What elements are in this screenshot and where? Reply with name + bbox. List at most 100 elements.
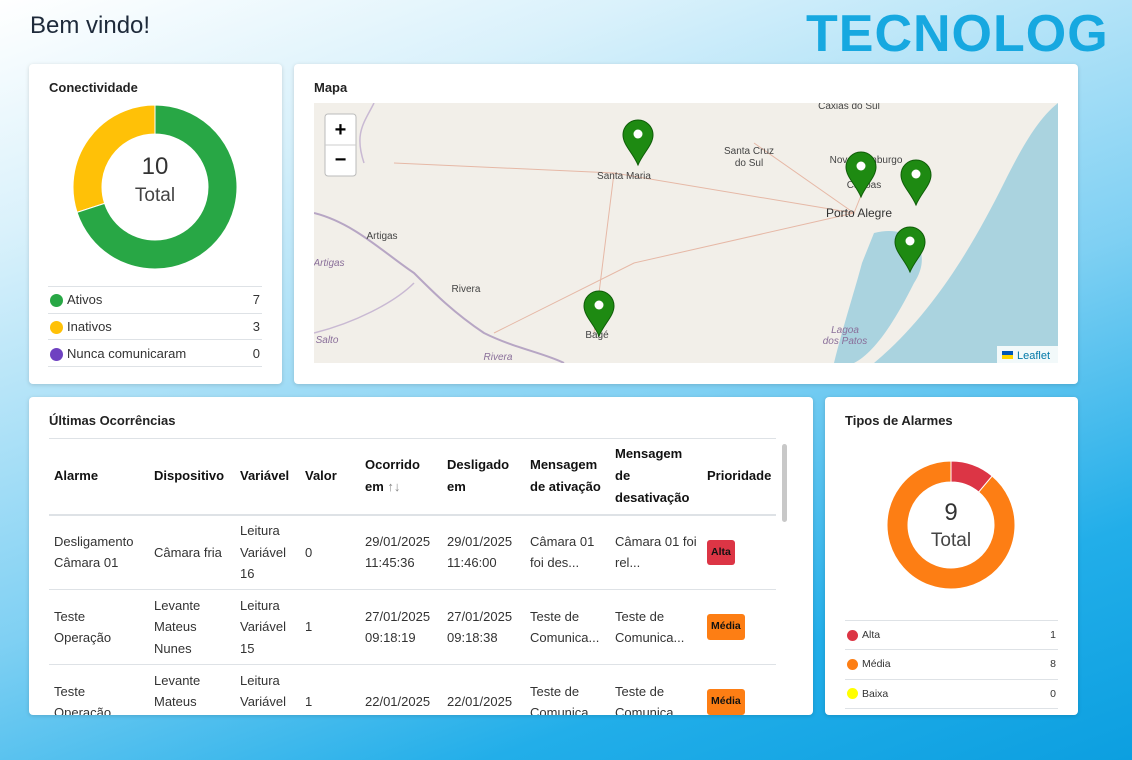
- map-pin: [900, 159, 932, 207]
- donut-chart: 10 Total: [72, 104, 238, 270]
- priority-badge: Alta: [707, 539, 735, 565]
- legend-value: 7: [245, 286, 262, 314]
- map-pin-dot: [594, 300, 604, 310]
- table-cell: Leitura Variável 16: [235, 514, 300, 590]
- map-pin-dot: [856, 161, 866, 171]
- legend-label-cell: Baixa: [845, 678, 1021, 709]
- table-cell: Câmara 01 foi rel...: [610, 514, 702, 590]
- legend-label-cell: Alta: [845, 619, 1021, 650]
- column-header: Alarme: [49, 438, 149, 516]
- zoom-out[interactable]: −: [335, 149, 347, 171]
- map-pin: [622, 119, 654, 167]
- table-cell: 29/01/2025 11:46:00: [442, 514, 525, 590]
- legend-row: Nunca comunicaram 0: [48, 339, 262, 368]
- page-title: Bem vindo!: [30, 12, 151, 39]
- priority-badge: Média: [707, 689, 745, 715]
- column-header[interactable]: Ocorrido em ↑↓: [360, 438, 442, 516]
- donut-total-label: Total: [135, 185, 175, 206]
- alarm-types-card: Tipos de Alarmes 9 Total Alta 1 Média 8 Baix…: [825, 397, 1078, 715]
- place-label: Rivera: [484, 352, 513, 363]
- column-header-text: Ocorrido em: [365, 457, 420, 495]
- legend-dot: [50, 347, 63, 361]
- donut-total: 9: [944, 499, 957, 526]
- table-cell: 22/01/2025: [360, 664, 442, 715]
- legend-label-cell: Média: [845, 649, 1021, 680]
- column-header-text: Variável: [240, 468, 290, 484]
- logo: TECNOLOG: [806, 5, 1109, 63]
- card-title: Últimas Ocorrências: [49, 413, 176, 428]
- table-cell: 27/01/2025 09:18:19: [360, 589, 442, 665]
- table-cell: Câmara fria: [149, 514, 235, 590]
- place-label: Artigas: [314, 258, 345, 269]
- legend-label-cell: Nunca comunicaram: [48, 339, 246, 368]
- place-label: Porto Alegre: [826, 206, 892, 220]
- place-label: Salto: [316, 335, 339, 346]
- column-header: Variável: [235, 438, 300, 516]
- table-cell: Leitura Variável 15: [235, 664, 300, 715]
- column-header-text: Mensagem de desativação: [615, 446, 690, 506]
- map-pin: [583, 290, 615, 338]
- occurrences-table: Alarme Dispositivo Variável Valor Ocorrido e…: [49, 438, 776, 715]
- column-header-text: Dispositivo: [154, 468, 225, 484]
- legend-row: Ativos 7: [48, 286, 262, 314]
- card-title: Mapa: [314, 80, 348, 95]
- table-cell: Levante Mateus Nunes: [149, 589, 235, 665]
- map: Caxias do Sul Santa Cruz do Sul Santa Ma…: [314, 103, 1058, 363]
- place-label: do Sul: [735, 158, 763, 169]
- column-header: Mensagem de desativação: [610, 438, 702, 516]
- map-pin-dot: [905, 236, 915, 246]
- sort-icon[interactable]: ↑↓: [387, 479, 401, 495]
- legend-value: 3: [245, 312, 262, 340]
- legend-label: Alta: [862, 629, 881, 642]
- donut-total: 10: [142, 153, 169, 180]
- legend-dot: [50, 321, 63, 335]
- table-cell: Teste de Comunica...: [525, 589, 610, 665]
- table-cell: Teste de Comunica...: [525, 664, 610, 715]
- place-label: Rivera: [452, 284, 481, 295]
- attribution[interactable]: Leaflet: [1017, 350, 1050, 362]
- legend-label: Baixa: [862, 687, 889, 700]
- legend-dot: [847, 629, 858, 641]
- table-cell: Câmara 01 foi des...: [525, 514, 610, 590]
- scrollbar[interactable]: [782, 444, 787, 522]
- legend-dot: [847, 659, 858, 671]
- legend-row: Alta 1: [845, 619, 1058, 650]
- legend-value: 1: [1020, 619, 1058, 650]
- table-cell: 22/01/2025: [442, 664, 525, 715]
- table-cell: 0: [300, 514, 360, 590]
- border: [314, 212, 565, 363]
- flag: [1002, 355, 1013, 359]
- table-cell: Teste de Comunica...: [610, 664, 702, 715]
- column-header-text: Prioridade: [707, 468, 772, 484]
- place-label: Bagé: [585, 330, 609, 341]
- flag: [1002, 351, 1013, 355]
- legend-label-cell: Ativos: [48, 286, 246, 314]
- pins: [583, 119, 932, 338]
- legend-row: Baixa 0: [845, 678, 1058, 709]
- donut-segment: [76, 104, 238, 270]
- column-header: Prioridade: [702, 438, 776, 516]
- legend-dot: [50, 294, 63, 308]
- map-pin-dot: [911, 169, 921, 179]
- table-cell: 1: [300, 664, 360, 715]
- map-card: Mapa Caxias do Sul Santa Cruz do Sul San…: [294, 64, 1078, 384]
- border: [314, 103, 415, 334]
- column-header: Dispositivo: [149, 438, 235, 516]
- legend-value: 0: [1020, 678, 1058, 709]
- legend-value: 8: [1020, 649, 1058, 680]
- table-cell: Levante Mateus Nunes: [149, 664, 235, 715]
- legend-dot: [847, 688, 858, 700]
- ocean: [874, 103, 1058, 363]
- place-label: Caxias do Sul: [818, 103, 880, 112]
- table-cell: 27/01/2025 09:18:38: [442, 589, 525, 665]
- lagoon: [834, 231, 922, 363]
- table-cell: 1: [300, 589, 360, 665]
- connectivity-card: Conectividade 10 Total Ativos 7 Inativos 3 N…: [29, 64, 282, 384]
- legend-row: Média 8: [845, 649, 1058, 680]
- table-cell: Teste de Comunica...: [610, 589, 702, 665]
- table-cell: Média: [702, 589, 776, 665]
- zoom-in[interactable]: +: [335, 119, 347, 141]
